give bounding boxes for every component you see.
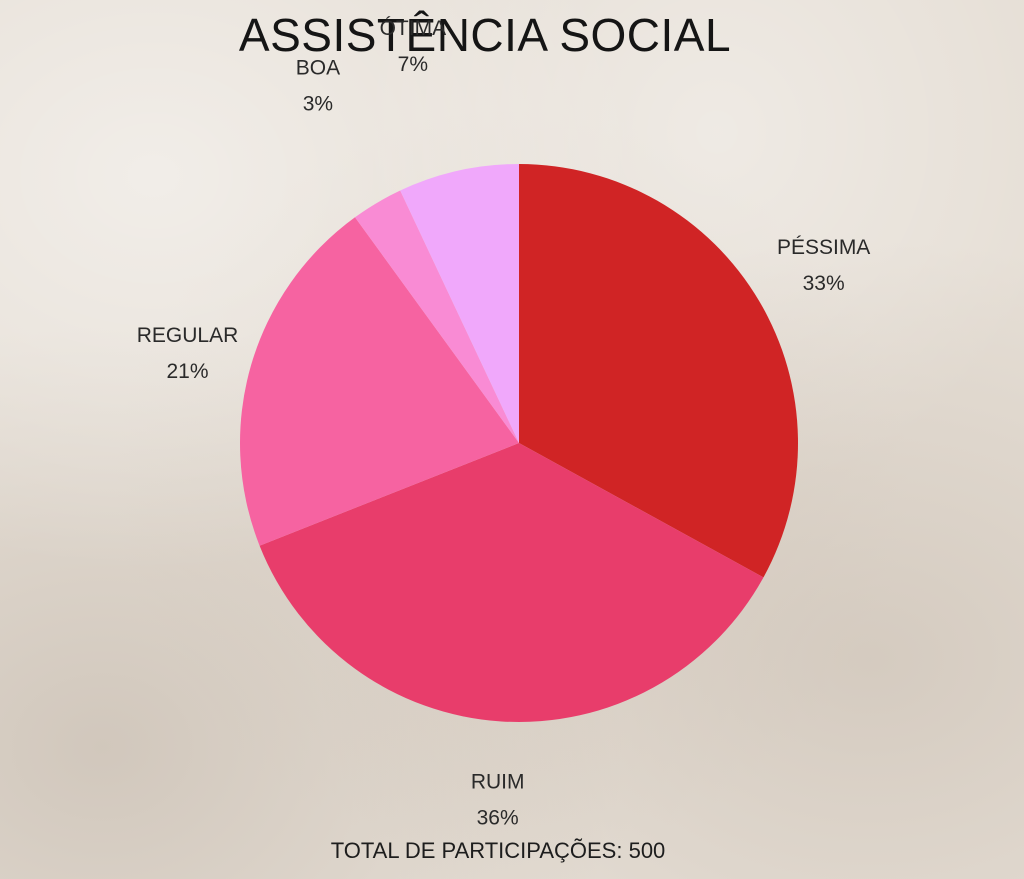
pie-slice-boa	[355, 190, 519, 443]
total-participations: TOTAL DE PARTICIPAÇÕES: 500	[330, 838, 666, 863]
slice-value-label: 7%	[398, 53, 428, 76]
slice-category-label: RUIM	[471, 770, 525, 793]
slice-category-label: REGULAR	[137, 324, 239, 347]
slice-label: ÓTIMA 7%	[380, 17, 447, 76]
slice-labels: PÉSSIMA 33% RUIM 36% REGULAR 21% BOA 3% ÓTIMA 7%	[137, 17, 871, 829]
pie-slices	[239, 164, 799, 722]
pie-slice-regular	[239, 217, 520, 546]
slice-label: PÉSSIMA 33%	[777, 236, 870, 295]
slice-value-label: 3%	[303, 92, 333, 115]
pie-slice-ruim	[259, 443, 764, 722]
slice-label: REGULAR 21%	[137, 324, 239, 383]
slice-category-label: ÓTIMA	[380, 17, 447, 40]
slice-category-label: PÉSSIMA	[777, 236, 870, 259]
slice-value-label: 36%	[477, 806, 519, 829]
slice-category-label: BOA	[296, 56, 340, 79]
slice-label: BOA 3%	[296, 56, 340, 115]
chart-title: ASSISTÊNCIA SOCIAL	[238, 9, 732, 61]
slice-value-label: 21%	[166, 360, 208, 383]
pie-slice-otima	[400, 164, 519, 443]
slice-label: RUIM 36%	[471, 770, 525, 829]
slice-value-label: 33%	[803, 272, 845, 295]
pie-slice-pessima	[519, 164, 799, 578]
